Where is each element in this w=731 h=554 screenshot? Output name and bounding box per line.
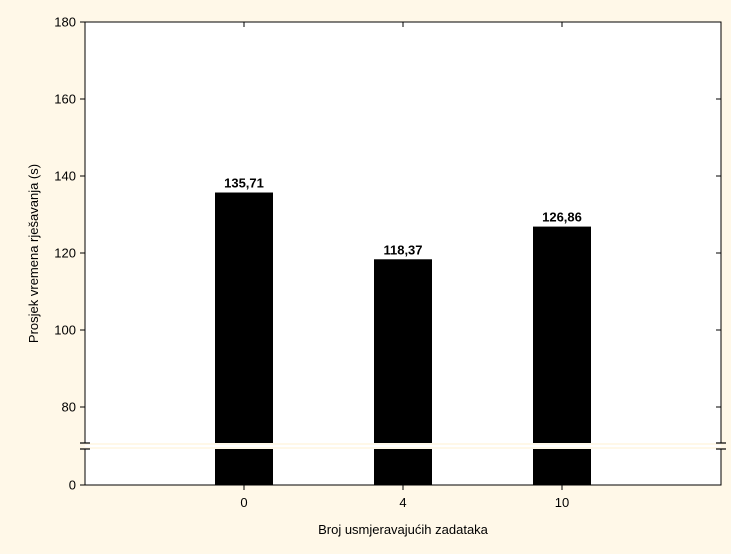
data-label-0: 135,71 xyxy=(224,176,264,191)
x-axis-label: Broj usmjeravajućih zadataka xyxy=(318,522,489,537)
y-tick-label: 120 xyxy=(54,246,76,261)
y-axis-label: Prosjek vremena rješavanja (s) xyxy=(26,164,41,343)
y-tick-label: 160 xyxy=(54,92,76,107)
bar-4 xyxy=(374,259,432,485)
bar-10 xyxy=(533,226,591,486)
bar-0 xyxy=(215,192,273,486)
y-tick-label: 140 xyxy=(54,169,76,184)
x-axis: 0 4 10 xyxy=(240,22,569,510)
axis-break xyxy=(80,442,726,450)
y-tick-label: 0 xyxy=(69,478,76,493)
data-label-10: 126,86 xyxy=(542,210,582,225)
y-tick-label: 180 xyxy=(54,15,76,30)
y-tick-label: 80 xyxy=(62,400,76,415)
x-tick-label: 10 xyxy=(555,495,569,510)
x-tick-label: 4 xyxy=(399,495,406,510)
data-label-4: 118,37 xyxy=(383,242,422,257)
x-tick-label: 0 xyxy=(240,495,247,510)
y-tick-label: 100 xyxy=(54,323,76,338)
y-axis: 0 80 100 120 140 160 180 xyxy=(54,15,721,493)
